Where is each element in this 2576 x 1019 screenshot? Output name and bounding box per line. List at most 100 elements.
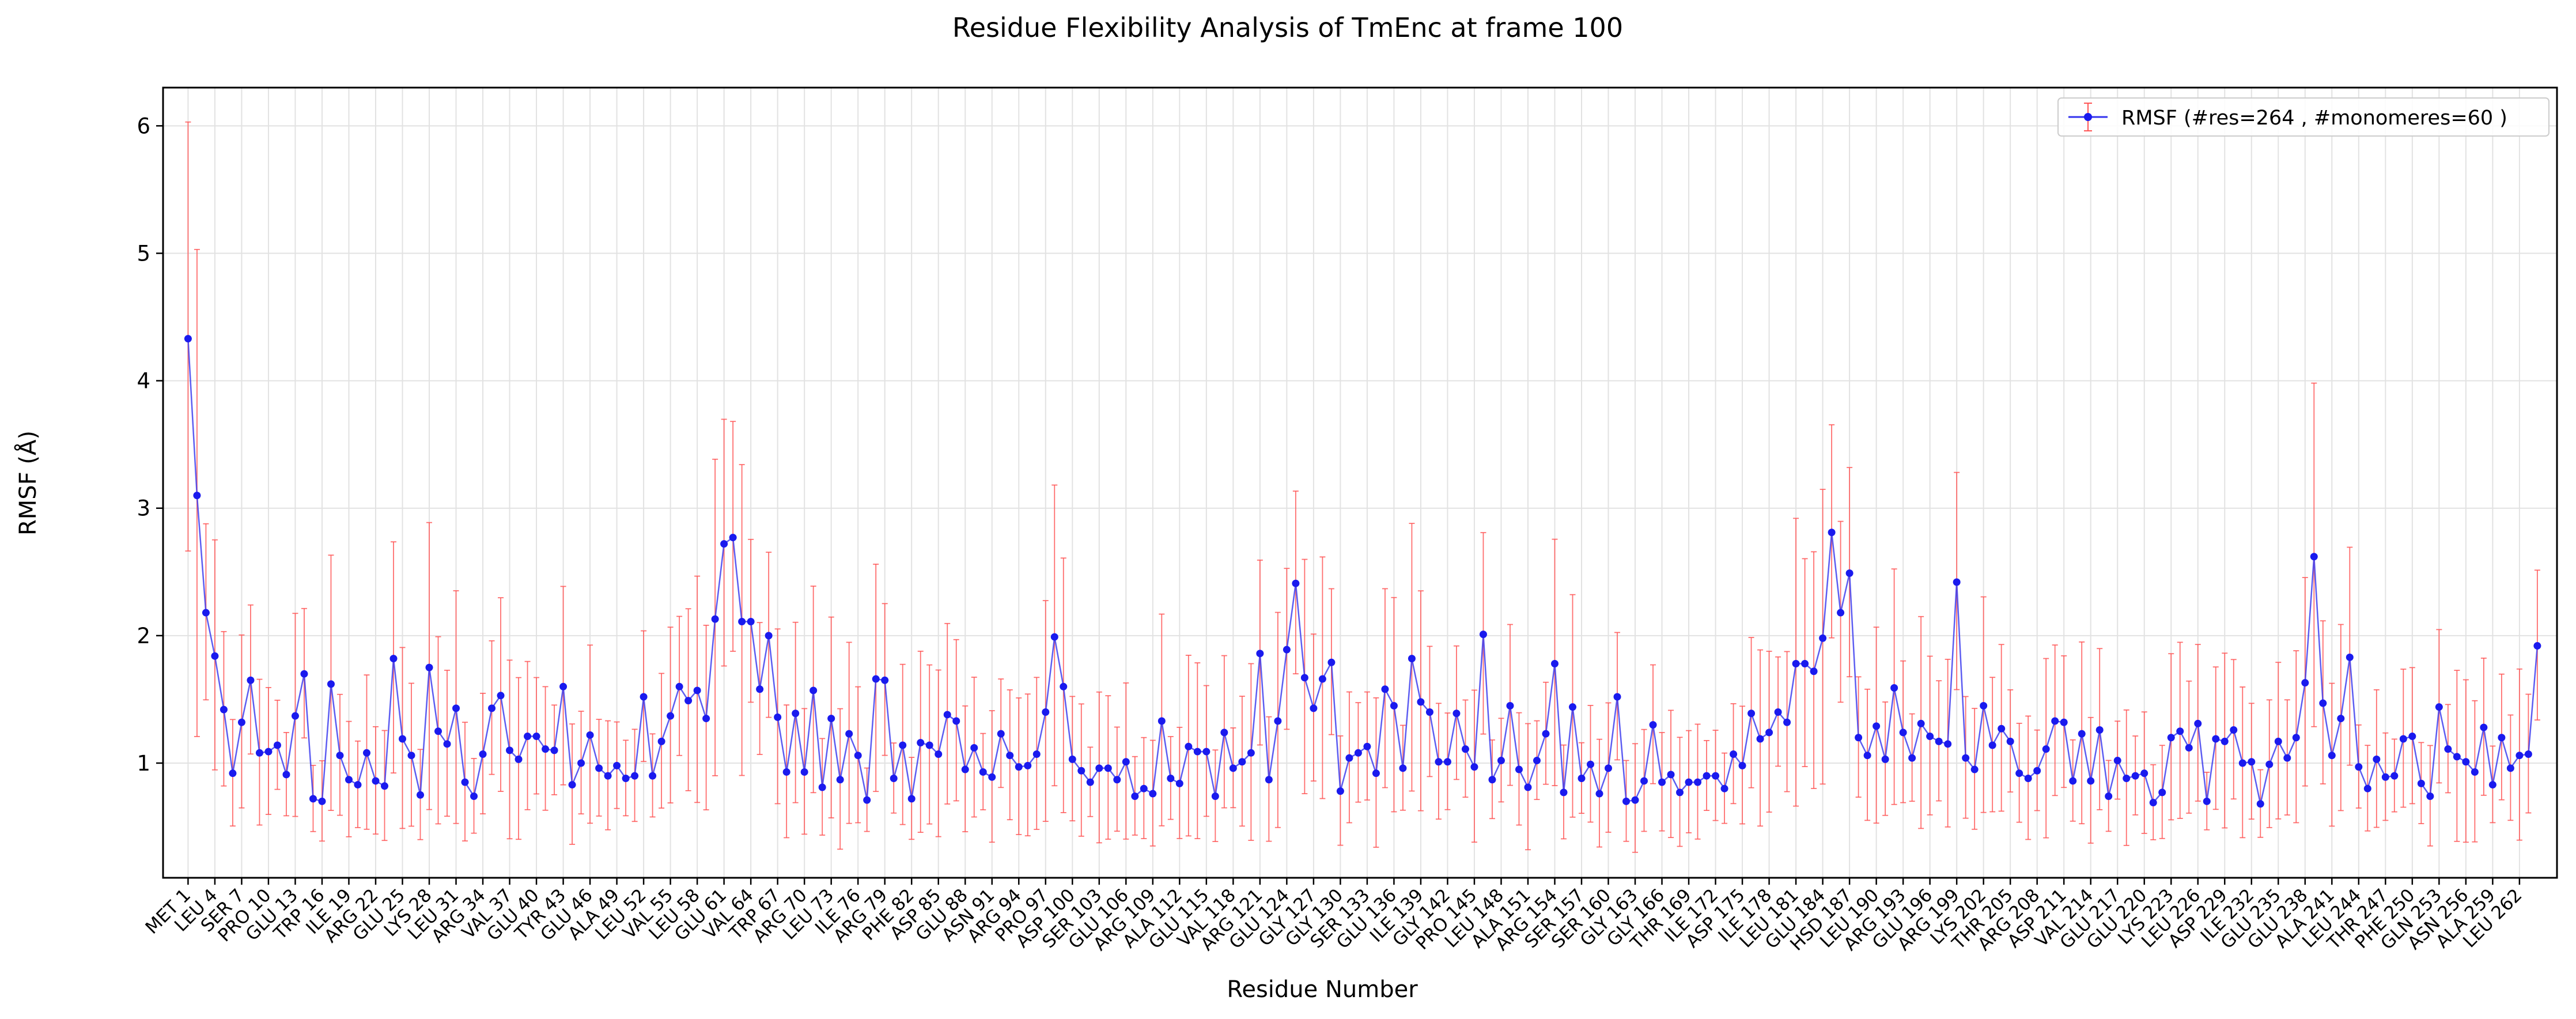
data-point: [1113, 776, 1121, 784]
data-point: [1050, 633, 1058, 641]
data-point: [2426, 792, 2434, 800]
data-point: [997, 730, 1005, 738]
data-point: [1149, 790, 1157, 798]
rmsf-series-line: [187, 338, 2539, 805]
data-point: [2355, 763, 2363, 771]
data-point: [1300, 674, 1308, 682]
data-point: [2149, 799, 2157, 807]
data-point: [649, 772, 657, 780]
data-point: [2390, 772, 2399, 780]
data-point: [497, 692, 505, 700]
data-point: [2033, 767, 2041, 775]
data-point: [1488, 776, 1496, 784]
data-point: [461, 778, 469, 786]
data-point: [2221, 737, 2229, 745]
data-point: [1962, 754, 1970, 762]
data-point: [184, 335, 192, 343]
data-point: [970, 744, 978, 752]
data-point: [1185, 742, 1193, 750]
data-point: [1470, 763, 1478, 771]
data-point: [640, 693, 648, 701]
data-point: [1086, 778, 1094, 786]
data-point: [1452, 709, 1461, 718]
data-point: [327, 680, 335, 688]
data-point: [2051, 717, 2059, 725]
data-point: [550, 746, 558, 754]
data-point: [220, 705, 228, 714]
data-point: [1024, 761, 1032, 769]
data-point: [1354, 749, 1362, 757]
data-point: [255, 749, 263, 757]
data-point: [1855, 734, 1863, 742]
data-point: [568, 781, 576, 789]
y-axis-ticks: 1 2 3 4 5 6: [137, 114, 163, 776]
data-point: [1399, 764, 1407, 772]
legend-marker-sample: [2084, 113, 2092, 121]
data-point: [1890, 684, 1898, 692]
data-point: [1015, 763, 1023, 771]
data-point: [952, 717, 960, 725]
data-point: [756, 685, 764, 693]
data-point: [1917, 719, 1925, 727]
data-point: [917, 739, 925, 747]
data-point: [2238, 759, 2246, 767]
data-point: [595, 764, 603, 772]
data-point: [1533, 757, 1541, 765]
data-point: [1613, 693, 1621, 701]
data-point: [264, 748, 273, 756]
data-point: [1998, 724, 2006, 733]
data-point: [810, 686, 818, 695]
data-point: [354, 781, 362, 789]
data-point: [1006, 752, 1014, 760]
data-point: [1095, 764, 1103, 772]
data-point: [1425, 708, 1433, 716]
data-point: [1390, 701, 1398, 709]
data-point: [693, 686, 701, 695]
data-point: [2310, 553, 2318, 561]
data-point: [247, 676, 255, 684]
data-point: [845, 730, 853, 738]
data-point: [1908, 754, 1916, 762]
data-point: [1685, 778, 1693, 786]
data-point: [792, 709, 800, 718]
data-point: [1783, 718, 1791, 726]
data-point: [800, 768, 808, 776]
data-point: [417, 791, 425, 799]
data-point: [2533, 642, 2541, 650]
y-tick-label: 3: [137, 496, 150, 521]
data-point: [2373, 755, 2381, 763]
data-point: [2069, 777, 2077, 785]
data-point: [2399, 735, 2407, 743]
data-point: [407, 752, 415, 760]
data-point: [1622, 797, 1631, 805]
data-point: [1506, 701, 1514, 709]
data-point: [1703, 772, 1711, 780]
y-tick-label: 5: [137, 241, 150, 266]
data-point: [1586, 760, 1594, 768]
data-point: [372, 777, 380, 785]
data-point: [1158, 717, 1166, 725]
data-point: [291, 712, 299, 720]
data-point: [2087, 777, 2095, 785]
data-point: [1712, 772, 1720, 780]
data-point: [1461, 745, 1469, 753]
data-point: [2024, 775, 2032, 783]
data-point: [2381, 773, 2389, 781]
data-point: [1211, 792, 1219, 800]
data-point: [1381, 685, 1389, 693]
data-point: [2292, 734, 2300, 742]
data-point: [559, 682, 568, 690]
data-point: [925, 741, 933, 749]
data-point: [2480, 723, 2488, 731]
data-point: [2453, 753, 2461, 761]
data-point: [1435, 758, 1443, 766]
data-point: [1497, 757, 1505, 765]
data-point: [1363, 742, 1371, 750]
data-point: [1640, 777, 1648, 785]
data-point: [675, 682, 683, 690]
data-point: [1131, 792, 1139, 800]
data-point: [443, 740, 451, 748]
data-point: [282, 771, 290, 779]
data-point: [2516, 752, 2524, 760]
